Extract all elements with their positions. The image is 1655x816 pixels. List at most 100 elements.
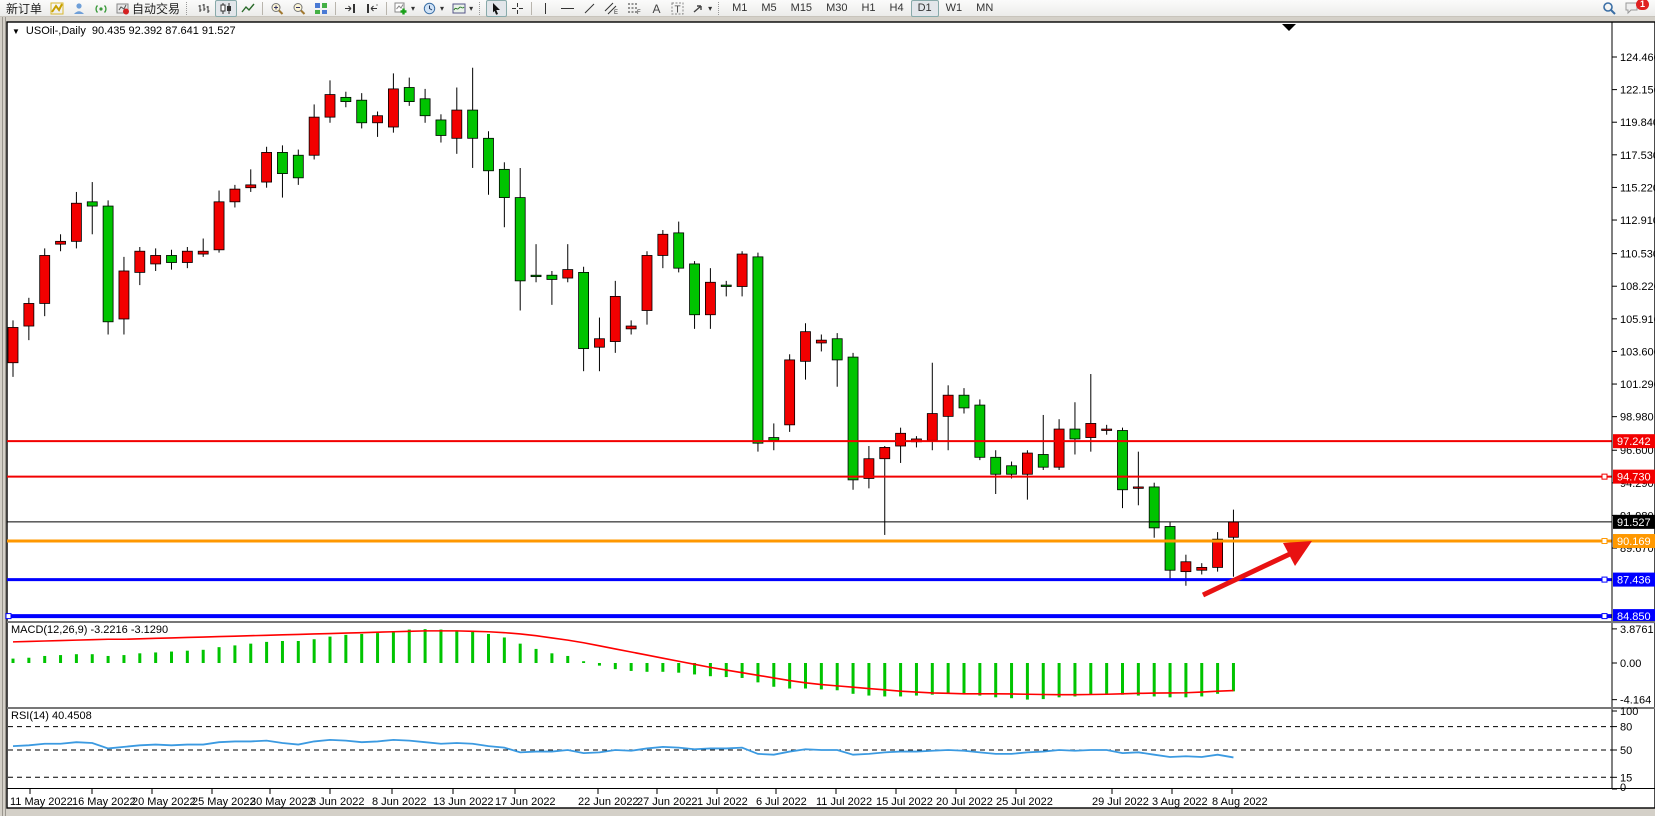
timeframe-mn[interactable]: MN [976, 2, 994, 14]
signals-icon[interactable] [90, 0, 112, 17]
template-icon [452, 3, 466, 13]
macd-histogram-bar [185, 650, 189, 663]
date-axis-label: 1 Jul 2022 [697, 796, 748, 808]
timeframe-d1[interactable]: D1 [910, 0, 939, 17]
text-label-tool-button[interactable]: T [667, 0, 688, 17]
candle-22-jul [990, 456, 1002, 475]
date-axis-label: 8 Aug 2022 [1212, 796, 1268, 808]
trend-arrow-line[interactable] [1201, 550, 1294, 598]
timeframe-h4[interactable]: H4 [889, 2, 904, 14]
price-axis-tick-label: 105.910 [1620, 314, 1655, 326]
candle-5-aug [1180, 561, 1192, 573]
tile-windows-icon [315, 2, 328, 14]
candle-18-may [102, 205, 114, 323]
macd-axis-tick-label: -4.164 [1620, 695, 1651, 707]
candle-20-jul [958, 394, 970, 409]
vertical-line-tool-button[interactable] [535, 0, 556, 17]
candle-18-jul [926, 413, 938, 441]
periods-button[interactable]: ▾ [419, 0, 448, 17]
trendline-tool-button[interactable] [579, 0, 600, 17]
horizontal-line-tool-button[interactable] [556, 0, 579, 17]
text-tool-button[interactable]: A [646, 0, 667, 17]
zoom-in-button[interactable] [266, 0, 288, 17]
horizontal-line-icon [561, 7, 575, 9]
chart-shift-marker[interactable] [1282, 24, 1296, 31]
trend-arrow-head[interactable] [1283, 541, 1312, 566]
macd-axis-tick-label: 3.8761 [1620, 624, 1654, 636]
candlestick-chart-button[interactable] [215, 0, 238, 17]
macd-histogram-bar [11, 658, 15, 663]
timeframe-m1[interactable]: M1 [732, 2, 748, 14]
line-chart-button[interactable] [237, 0, 259, 17]
date-axis-label: 17 Jun 2022 [495, 796, 556, 808]
price-line-handle[interactable] [5, 613, 12, 620]
notifications-button[interactable]: 1 [1620, 0, 1653, 17]
auto-trading-label: 自动交易 [132, 1, 181, 16]
tile-windows-button[interactable] [310, 0, 332, 17]
macd-histogram-bar [899, 663, 903, 697]
timeframe-w1[interactable]: W1 [945, 2, 963, 14]
candle-26-jul [1037, 454, 1049, 468]
crosshair-tool-button[interactable] [507, 0, 528, 17]
cursor-icon [493, 2, 501, 15]
macd-histogram-bar [265, 641, 269, 663]
bar-chart-button[interactable] [193, 0, 215, 17]
arrow-shapes-icon [693, 4, 702, 13]
candle-28-jul [1069, 428, 1081, 440]
auto-scroll-button[interactable] [339, 0, 361, 17]
search-button[interactable] [1598, 0, 1620, 17]
arrows-tool-button[interactable]: ▾ [688, 0, 716, 17]
toolbar-grip [479, 1, 484, 15]
price-line-tag [1613, 609, 1655, 624]
rsi-axis-tick-label: 50 [1620, 745, 1632, 757]
new-chart-icon [50, 2, 64, 14]
date-axis-label: 20 Jul 2022 [936, 796, 993, 808]
candle-25-may [197, 250, 209, 255]
left-splitter[interactable] [0, 17, 7, 816]
candle-11-may [7, 327, 19, 364]
timeframe-m15[interactable]: M15 [790, 2, 813, 14]
fibonacci-tool-button[interactable]: F [623, 0, 646, 17]
equidistant-channel-tool-button[interactable]: E [600, 0, 623, 17]
new-chart-icon[interactable] [46, 0, 68, 17]
indicators-button[interactable]: ▾ [390, 0, 419, 17]
price-line-handle[interactable] [1601, 576, 1608, 583]
timeframe-h1[interactable]: H1 [861, 2, 876, 14]
toolbar-grip [718, 1, 723, 15]
cursor-tool-button[interactable] [486, 0, 508, 17]
macd-histogram-bar [122, 655, 126, 663]
new-order-button[interactable]: 新订单 [2, 0, 46, 17]
profile-icon[interactable] [68, 0, 90, 17]
rsi-line [12, 738, 1234, 759]
price-line-tag-label: 94.730 [1617, 472, 1651, 484]
chart-canvas[interactable]: 124.460 122.150 119.840 117.530 115.220 112.9… [0, 17, 1655, 816]
candle-7-jul [784, 359, 796, 426]
timeframe-m5[interactable]: M5 [761, 2, 777, 14]
chevron-down-icon: ▾ [411, 3, 416, 13]
macd-histogram-bar [1184, 663, 1188, 698]
macd-histogram-bar [566, 655, 570, 663]
macd-histogram-bar [249, 643, 253, 663]
timeframe-m30[interactable]: M30 [826, 2, 848, 14]
price-line-handle[interactable] [1601, 538, 1608, 545]
chart-shift-button[interactable] [361, 0, 383, 17]
candle-6-jun [356, 99, 368, 124]
macd-histogram-bar [962, 663, 966, 694]
macd-histogram-bar [677, 663, 681, 673]
price-line-handle[interactable] [1601, 613, 1608, 620]
auto-trading-button[interactable]: 自动交易 [112, 0, 184, 17]
templates-button[interactable]: ▾ [448, 0, 477, 17]
macd-histogram-bar [407, 629, 411, 663]
macd-histogram-bar [106, 655, 110, 663]
date-axis-label: 29 Jul 2022 [1092, 796, 1149, 808]
price-line-handle[interactable] [1601, 473, 1608, 480]
zoom-out-button[interactable] [288, 0, 310, 17]
candle-25-jul [1022, 452, 1033, 475]
macd-histogram-bar [27, 657, 31, 663]
macd-histogram-bar [391, 631, 395, 663]
candle-4-jul [736, 253, 748, 287]
candle-6-jul [768, 437, 780, 441]
candle-12-may [23, 303, 35, 327]
fibonacci-icon: F [628, 3, 641, 15]
candle-20-jun [546, 274, 558, 280]
